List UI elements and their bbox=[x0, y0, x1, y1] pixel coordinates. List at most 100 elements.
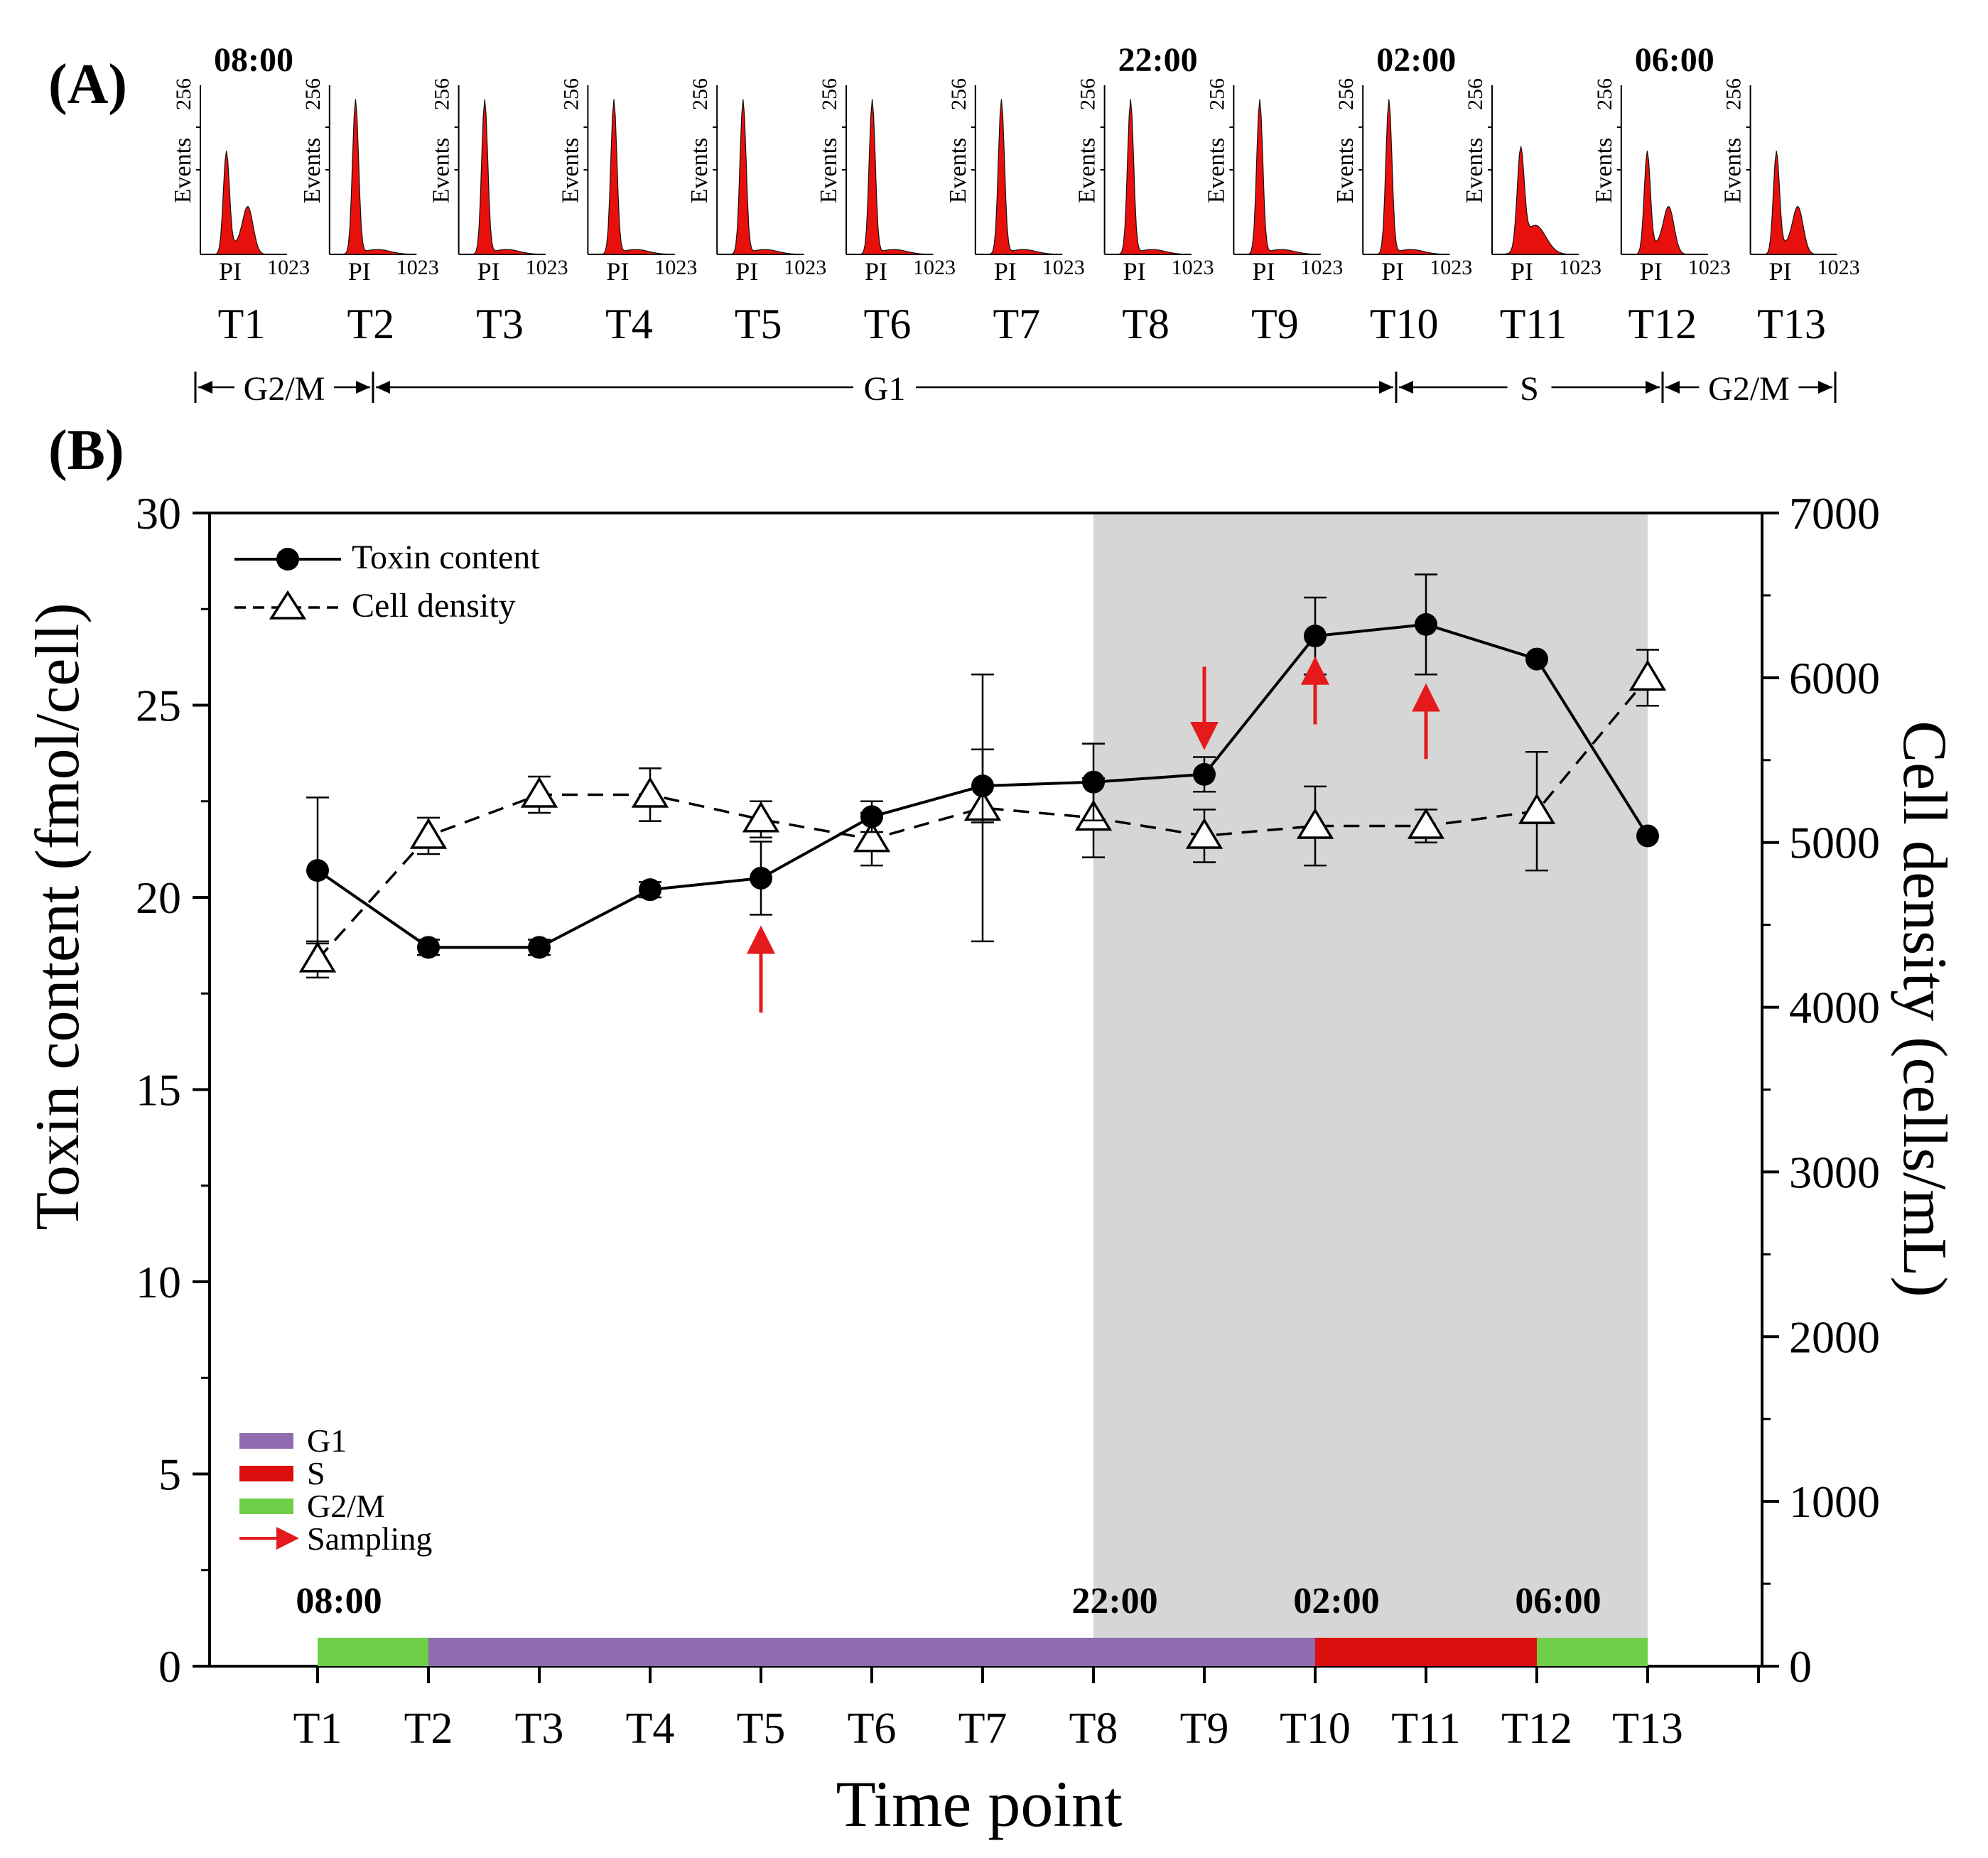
phase-span: G1 bbox=[372, 370, 1398, 408]
histogram-time-point-label: T7 bbox=[993, 301, 1040, 347]
right-tick-label: 3000 bbox=[1789, 1147, 1880, 1197]
right-tick-label: 2000 bbox=[1789, 1312, 1880, 1362]
histogram-fill bbox=[1621, 151, 1708, 255]
phase-span-label: G2/M bbox=[1708, 370, 1790, 408]
histogram-y-axis-label: Events bbox=[428, 138, 455, 204]
x-tick-label: T2 bbox=[404, 1705, 453, 1753]
histogram-x-max-label: 1023 bbox=[784, 256, 826, 279]
left-y-axis: 0 5 10 15 20 25 30 bbox=[136, 488, 210, 1692]
histogram-time-point-label: T1 bbox=[218, 301, 266, 347]
histogram-x-axis-label: PI bbox=[735, 257, 758, 286]
phase-span-arrow bbox=[1399, 381, 1413, 394]
phase-bar-segment bbox=[1315, 1638, 1537, 1666]
histogram-y-axis-label: Events bbox=[170, 138, 196, 204]
toxin-content-point bbox=[528, 936, 551, 959]
histogram-T13: 256 Events PI 1023 T13 bbox=[1720, 78, 1860, 347]
histogram-x-max-label: 1023 bbox=[526, 256, 568, 279]
histogram-time-point-label: T8 bbox=[1122, 301, 1169, 347]
toxin-content-point bbox=[971, 774, 994, 798]
toxin-content-point bbox=[1636, 824, 1659, 848]
histogram-y-top-label: 256 bbox=[818, 78, 841, 110]
x-tick-label: T8 bbox=[1069, 1705, 1118, 1753]
histogram-time-point-label: T13 bbox=[1757, 301, 1826, 347]
histogram-x-axis-label: PI bbox=[1769, 257, 1792, 286]
panel-label-a: (A) bbox=[48, 53, 127, 116]
histogram-x-axis-label: PI bbox=[1123, 257, 1146, 286]
histogram-time-point-label: T2 bbox=[347, 301, 394, 347]
phase-legend-swatch bbox=[239, 1498, 293, 1514]
histogram-T11: 256 Events PI 1023 T11 bbox=[1462, 78, 1601, 347]
phase-span-arrow bbox=[1818, 381, 1832, 394]
histogram-fill bbox=[717, 99, 804, 255]
phase-bar-segment bbox=[1537, 1638, 1648, 1666]
phase-span-arrow bbox=[198, 381, 212, 394]
left-tick-label: 20 bbox=[136, 873, 181, 923]
histogram-time-point-label: T12 bbox=[1628, 301, 1697, 347]
histogram-y-top-label: 256 bbox=[688, 78, 712, 110]
series-legend: Toxin content Cell density bbox=[234, 539, 540, 625]
histogram-time-point-label: T10 bbox=[1370, 301, 1439, 347]
histogram-x-max-label: 1023 bbox=[1172, 256, 1214, 279]
histogram-time-point-label: T5 bbox=[735, 301, 782, 347]
phase-span: G2/M bbox=[1661, 370, 1837, 408]
x-tick-label: T1 bbox=[293, 1705, 342, 1753]
histogram-fill bbox=[329, 99, 417, 255]
histogram-time-point-label: T3 bbox=[476, 301, 524, 347]
histogram-x-max-label: 1023 bbox=[396, 256, 439, 279]
y-axis-title: Toxin content (fmol/cell) bbox=[23, 603, 92, 1230]
histogram-y-top-label: 256 bbox=[1334, 78, 1358, 110]
histogram-clock-label: 08:00 bbox=[214, 41, 293, 79]
phase-span-arrow bbox=[376, 381, 390, 394]
histogram-x-max-label: 1023 bbox=[1817, 256, 1860, 279]
histogram-x-axis-label: PI bbox=[606, 257, 629, 286]
phase-span-label: G2/M bbox=[244, 370, 325, 408]
histogram-clock-label: 06:00 bbox=[1635, 41, 1714, 79]
legend-label-density: Cell density bbox=[352, 587, 516, 625]
phase-bar-segment bbox=[428, 1638, 1315, 1666]
panel-label-b: (B) bbox=[48, 419, 124, 482]
cell-density-point bbox=[1185, 818, 1223, 849]
histogram-fill bbox=[975, 99, 1063, 255]
right-y-axis: 0 1000 2000 3000 4000 5000 6000 7000 bbox=[1762, 488, 1880, 1692]
histogram-y-axis-label: Events bbox=[557, 138, 583, 204]
legend-label-toxin: Toxin content bbox=[352, 539, 540, 576]
right-tick-label: 5000 bbox=[1789, 818, 1880, 868]
toxin-content-point bbox=[1304, 625, 1327, 648]
histogram-y-axis-label: Events bbox=[299, 138, 325, 204]
histogram-y-axis-label: Events bbox=[1203, 138, 1229, 204]
phase-span-label: S bbox=[1520, 370, 1539, 408]
histogram-y-top-label: 256 bbox=[1205, 78, 1228, 110]
cell-density-point bbox=[1407, 808, 1445, 839]
histogram-x-max-label: 1023 bbox=[654, 256, 697, 279]
histogram-y-top-label: 256 bbox=[431, 78, 454, 110]
right-tick-label: 1000 bbox=[1789, 1476, 1880, 1527]
histogram-fill bbox=[1363, 99, 1450, 255]
toxin-content-point bbox=[639, 878, 661, 902]
histogram-y-axis-label: Events bbox=[1591, 138, 1617, 204]
histogram-y-axis-label: Events bbox=[945, 138, 971, 204]
phase-legend-swatch bbox=[239, 1433, 293, 1449]
histogram-y-axis-label: Events bbox=[1720, 138, 1746, 204]
left-tick-label: 5 bbox=[158, 1449, 181, 1500]
histogram-T12: 256 Events PI 1023 T12 bbox=[1591, 78, 1731, 347]
phase-span-arrow bbox=[1379, 381, 1393, 394]
cell-density-point bbox=[409, 818, 448, 849]
histogram-x-max-label: 1023 bbox=[267, 256, 310, 279]
histogram-y-axis-label: Events bbox=[1074, 138, 1101, 204]
toxin-content-point bbox=[1525, 647, 1548, 671]
clock-label: 22:00 bbox=[1071, 1581, 1157, 1621]
cell-density-point bbox=[1518, 793, 1556, 824]
histogram-x-axis-label: PI bbox=[865, 257, 887, 286]
phase-legend-label: G1 bbox=[307, 1422, 347, 1459]
left-tick-label: 25 bbox=[136, 681, 181, 731]
histogram-x-max-label: 1023 bbox=[1559, 256, 1601, 279]
toxin-content-point bbox=[1193, 762, 1216, 786]
right-tick-label: 6000 bbox=[1789, 653, 1880, 703]
histogram-y-top-label: 256 bbox=[1593, 78, 1616, 110]
phase-span: S bbox=[1395, 370, 1664, 408]
sampling-arrows bbox=[747, 656, 1440, 1013]
